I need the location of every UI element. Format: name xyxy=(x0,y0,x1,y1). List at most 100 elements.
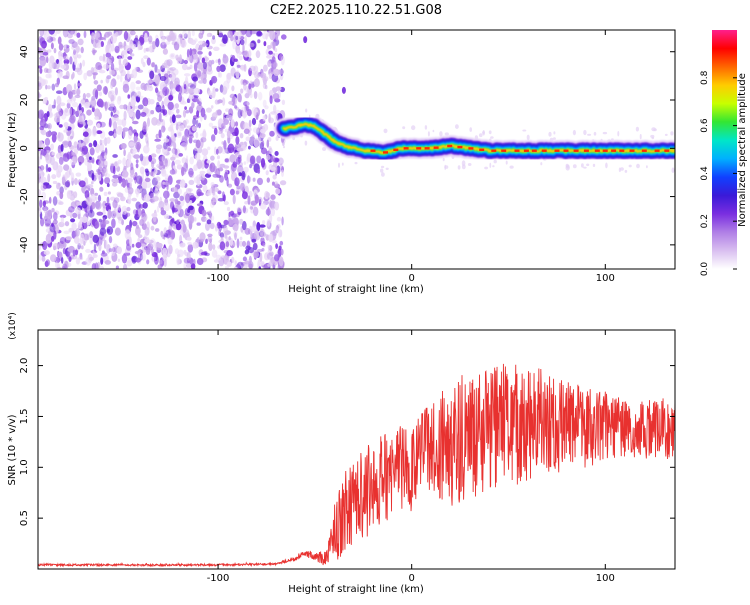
y-tick-label: 40 xyxy=(19,45,30,58)
spectrogram-noise-cell xyxy=(100,79,103,84)
spectrogram-faint-cell xyxy=(305,108,308,113)
spectrogram-noise-cell xyxy=(58,156,64,165)
spectrogram-peak-cell xyxy=(602,149,608,152)
spectrogram-noise-cell xyxy=(209,222,215,230)
spectrogram-noise-cell xyxy=(174,198,179,205)
spectrogram-noise-cell xyxy=(230,118,235,128)
spectrogram-noise-cell xyxy=(145,247,151,255)
spectrogram-peak-cell xyxy=(416,147,422,150)
spectrogram-noise-cell xyxy=(99,55,104,61)
spectrogram-noise-cell xyxy=(91,202,96,210)
spectrogram-noise-cell xyxy=(57,132,64,142)
spectrogram-noise-cell xyxy=(52,161,57,171)
spectrogram-noise-cell xyxy=(280,248,284,256)
spectrogram-noise-cell xyxy=(94,262,99,269)
spectrogram-noise-cell xyxy=(175,123,179,131)
spectrogram-noise-cell xyxy=(185,109,190,114)
spectrogram-peak-cell xyxy=(611,149,617,152)
spectrogram-noise-cell xyxy=(164,182,170,186)
spectrogram-noise-cell xyxy=(202,61,208,70)
spectrogram-noise-cell xyxy=(112,246,116,253)
spectrogram-noise-cell xyxy=(147,195,150,202)
spectrogram-noise-cell xyxy=(280,163,283,170)
spectrogram-noise-cell xyxy=(51,62,57,70)
spectrogram-noise-cell xyxy=(135,86,141,91)
spectrogram-noise-cell xyxy=(250,208,254,214)
spectrogram-noise-cell xyxy=(139,188,143,193)
spectrogram-noise-cell xyxy=(219,64,226,72)
spectrogram-faint-cell xyxy=(620,167,624,171)
spectrogram-noise-cell xyxy=(58,201,64,206)
spectrogram-noise-cell xyxy=(143,160,146,167)
x-tick-label: 0 xyxy=(408,273,414,284)
spectrogram-noise-cell xyxy=(146,221,150,231)
spectrogram-noise-cell xyxy=(137,69,144,73)
spectrogram-noise-cell xyxy=(205,238,208,244)
spectrogram-noise-cell xyxy=(262,242,266,248)
spectrogram-noise-cell xyxy=(57,69,63,79)
spectrogram-noise-cell xyxy=(121,118,127,127)
spectrogram-faint-cell xyxy=(383,128,388,134)
spectrogram-noise-cell xyxy=(108,106,115,112)
colorbar-label: Normalized spectral amplitude xyxy=(737,73,748,227)
spectrogram-noise-cell xyxy=(50,254,57,262)
spectrogram-noise-cell xyxy=(89,231,94,239)
spectrogram-noise-cell xyxy=(144,238,151,244)
spectrogram-noise-cell xyxy=(118,41,123,48)
spectrogram-peak-cell xyxy=(501,149,507,152)
spectrogram-noise-cell xyxy=(44,218,52,227)
spectrogram-noise-cell xyxy=(50,36,56,41)
spectrogram-noise-cell xyxy=(154,64,158,73)
spectrogram-noise-cell xyxy=(56,59,60,64)
spectrogram-noise-cell xyxy=(116,246,123,255)
spectrogram-noise-cell xyxy=(44,137,51,146)
spectrogram-noise-cell xyxy=(253,137,260,148)
spectrogram-noise-cell xyxy=(59,186,64,194)
spectrogram-noise-cell xyxy=(135,80,141,85)
spectrogram-noise-cell xyxy=(110,196,116,201)
spectrogram-noise-cell xyxy=(38,189,42,197)
spectrogram-noise-cell xyxy=(132,220,138,227)
spectrogram-noise-cell xyxy=(130,95,136,106)
spectrogram-noise-cell xyxy=(268,147,273,154)
spectrogram-noise-cell xyxy=(175,114,182,119)
spectrogram-isolated-blob xyxy=(341,86,346,94)
spectrogram-noise-cell xyxy=(212,244,216,251)
spectrogram-frame xyxy=(37,29,676,270)
spectrogram-noise-cell xyxy=(254,71,260,79)
spectrogram-noise-cell xyxy=(62,263,68,269)
spectrogram-noise-cell xyxy=(139,166,145,175)
spectrogram-faint-cell xyxy=(605,162,608,169)
spectrogram-noise-cell xyxy=(262,115,267,122)
spectrogram-noise-cell xyxy=(104,233,107,238)
spectrogram-noise-cell xyxy=(143,48,146,53)
spectrogram-noise-cell xyxy=(236,263,240,269)
spectrogram-noise-cell xyxy=(179,179,186,188)
spectrogram-noise-cell xyxy=(66,190,72,199)
spectrogram-noise-cell xyxy=(40,180,44,187)
spectrogram-noise-cell xyxy=(168,30,175,40)
spectrogram-noise-cell xyxy=(116,119,123,126)
spectrogram-noise-cell xyxy=(77,82,82,87)
spectrogram-noise-cell xyxy=(70,135,73,140)
spectrogram-noise-cell xyxy=(156,242,163,248)
spectrogram-noise-cell xyxy=(235,156,241,165)
spectrogram-faint-cell xyxy=(624,169,628,173)
spectrogram-noise-cell xyxy=(189,214,193,224)
spectrogram-noise-cell xyxy=(113,243,118,248)
spectrogram-noise-cell xyxy=(43,30,50,41)
spectrogram-noise-cell xyxy=(163,214,170,220)
spectrogram-peak-cell xyxy=(619,149,625,152)
spectrogram-noise-cell xyxy=(87,184,94,189)
spectrogram-noise-cell xyxy=(38,177,41,184)
spectrogram-noise-cell xyxy=(178,153,183,157)
spectrogram-noise-cell xyxy=(233,58,238,62)
spectrogram-noise-cell xyxy=(186,98,190,103)
spectrogram-noise-cell xyxy=(183,59,188,65)
spectrogram-noise-cell xyxy=(141,252,146,261)
spectrogram-noise-cell xyxy=(259,228,265,239)
spectrogram-noise-cell xyxy=(123,110,127,121)
spectrogram-noise-cell xyxy=(243,82,247,91)
spectrogram-noise-cell xyxy=(88,156,92,160)
spectrogram-noise-cell xyxy=(219,175,224,183)
